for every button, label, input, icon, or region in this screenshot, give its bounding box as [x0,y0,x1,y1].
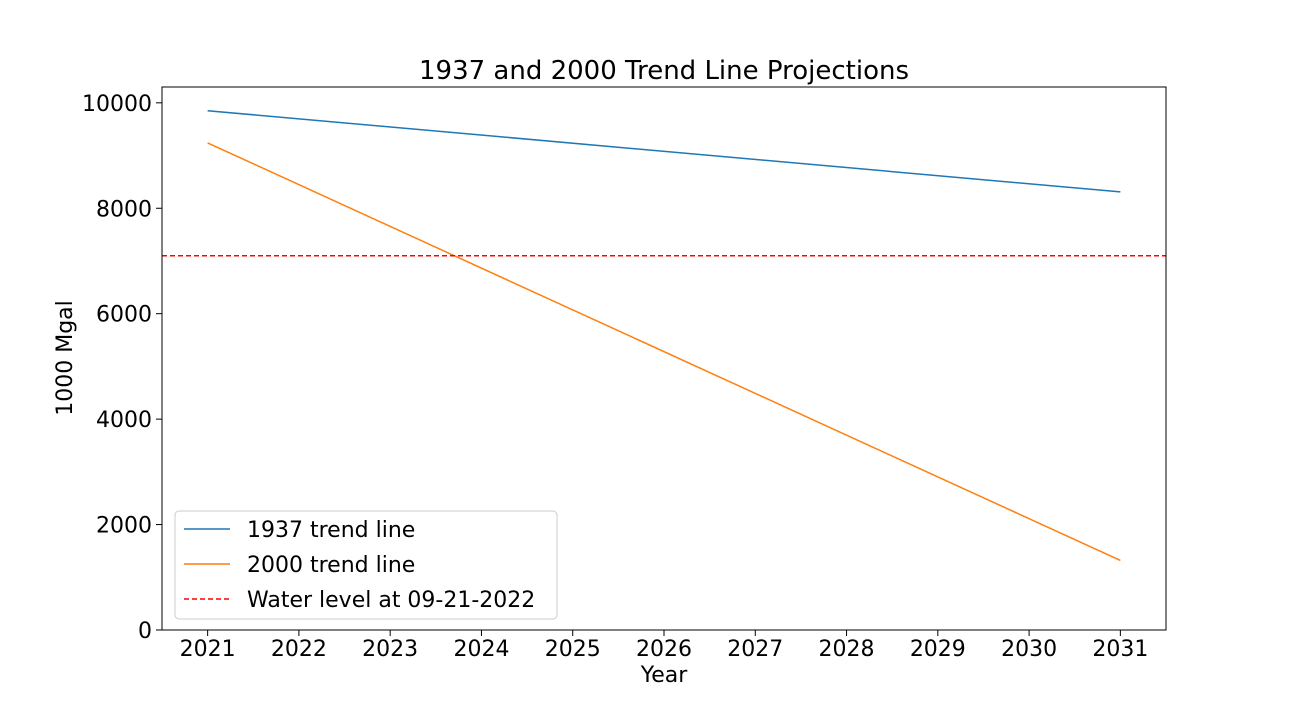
y-tick-label: 10000 [82,92,152,117]
legend-box [174,510,558,620]
legend-label: Water level at 09-21-2022 [247,588,535,613]
x-tick-label: 2029 [910,637,966,662]
legend: 1937 trend line 2000 trend line Water leve… [174,510,558,620]
x-tick-label: 2028 [819,637,875,662]
chart-title: 1937 and 2000 Trend Line Projections [419,56,909,86]
y-axis-label: 1000 Mgal [53,300,78,416]
x-tick-label: 2024 [453,637,509,662]
x-axis: 2021 2022 2023 2024 2025 2026 2027 2028 2029 2030… [180,630,1148,662]
x-tick-label: 2030 [1001,637,1057,662]
y-tick-label: 2000 [96,514,152,539]
y-tick-label: 4000 [96,408,152,433]
x-tick-label: 2023 [362,637,418,662]
legend-label: 1937 trend line [247,518,415,543]
series-line [207,109,1121,193]
x-axis-label: Year [640,663,689,688]
legend-label: 2000 trend line [247,553,415,578]
series-line [207,142,1121,562]
y-tick-label: 6000 [96,303,152,328]
x-tick-label: 2026 [636,637,692,662]
y-tick-label: 0 [138,619,152,644]
x-tick-label: 2021 [180,637,236,662]
x-tick-label: 2027 [727,637,783,662]
x-tick-label: 2022 [271,637,327,662]
x-tick-label: 2031 [1092,637,1148,662]
y-axis: 0 2000 4000 6000 8000 10000 [82,92,162,644]
x-tick-label: 2025 [545,637,601,662]
y-tick-label: 8000 [96,197,152,222]
